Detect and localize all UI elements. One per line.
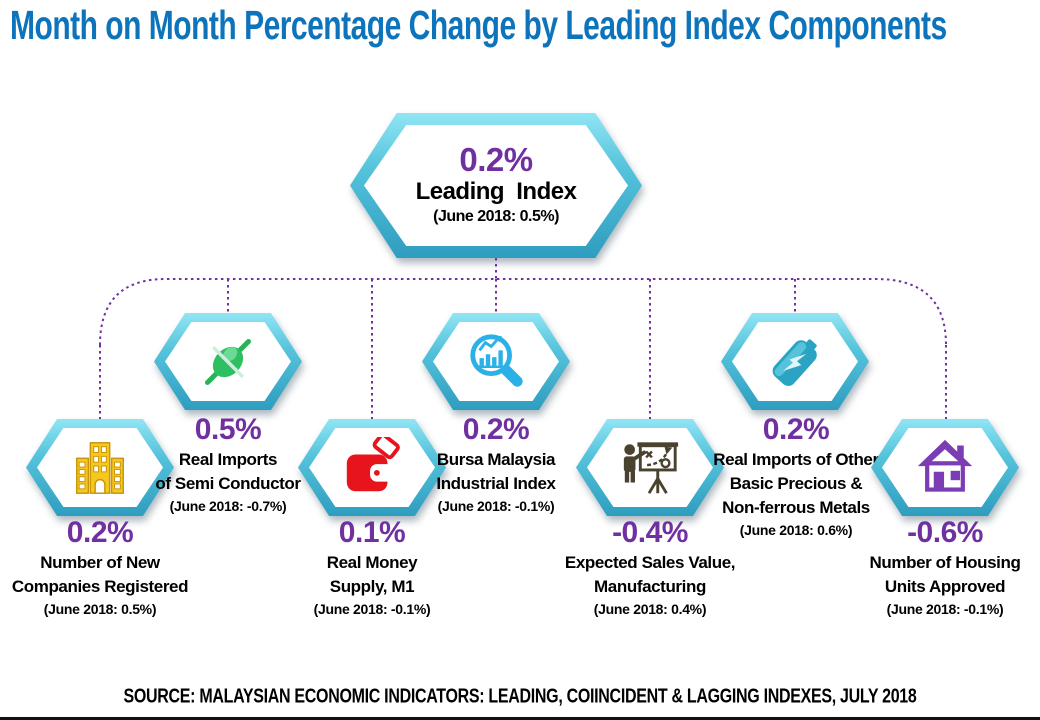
component-previous: (June 2018: -0.1%)	[313, 600, 431, 617]
name-line: Number of Housing	[869, 552, 1021, 572]
hexagon-body: 0.2% Leading Index (June 2018: 0.5%)	[364, 125, 628, 246]
component-previous: (June 2018: -0.1%)	[437, 497, 555, 514]
leading-index-hexagon: 0.2% Leading Index (June 2018: 0.5%)	[350, 113, 642, 258]
component-name: Expected Sales Value, Manufacturing	[544, 551, 756, 599]
presentation-board-icon	[623, 441, 679, 494]
component-semiconductor-imports: 0.5% Real Imports of Semi Conductor (Jun…	[122, 414, 334, 514]
hexagon-border	[154, 313, 302, 410]
component-metal-imports-hexagon	[721, 313, 869, 410]
hexagon-border	[422, 313, 570, 410]
component-name: Real Imports of Semi Conductor	[122, 448, 334, 496]
name-line: Basic Precious &	[729, 473, 863, 493]
component-value: -0.6%	[907, 516, 983, 549]
component-value: 0.1%	[338, 516, 406, 549]
name-line: Real Imports	[178, 449, 278, 469]
leading-index-label: Leading Index	[415, 178, 577, 206]
hexagon-body	[732, 322, 858, 401]
component-name: Number of New Companies Registered	[0, 551, 206, 599]
component-value: 0.5%	[194, 413, 262, 446]
component-name: Number of Housing Units Approved	[839, 551, 1040, 599]
component-name: Real Money Supply, M1	[266, 551, 478, 599]
wallet-icon	[346, 436, 400, 491]
name-line: Real Money	[326, 552, 418, 572]
magnifier-chart-icon	[470, 333, 523, 387]
component-value: 0.2%	[462, 413, 530, 446]
name-line: Number of New	[40, 552, 160, 572]
semiconductor-icon	[204, 338, 252, 385]
name-line: Units Approved	[884, 576, 1006, 596]
hexagon-body	[433, 322, 559, 401]
name-line: Supply, M1	[329, 576, 415, 596]
component-previous: (June 2018: 0.4%)	[593, 600, 707, 617]
battery-icon	[772, 338, 817, 386]
name-line: Non-ferrous Metals	[722, 497, 870, 517]
component-metal-imports: 0.2% Real Imports of Other Basic Preciou…	[687, 414, 905, 538]
hexagon-body	[882, 428, 1008, 507]
component-bursa-industrial-index: 0.2% Bursa Malaysia Industrial Index (Ju…	[390, 414, 602, 514]
house-icon	[917, 439, 973, 492]
component-housing-approvals-hexagon	[871, 419, 1019, 516]
hexagon-border	[298, 419, 446, 516]
component-expected-sales-hexagon	[576, 419, 724, 516]
component-previous: (June 2018: -0.1%)	[886, 600, 1004, 617]
component-previous: (June 2018: 0.6%)	[739, 521, 853, 538]
component-value: 0.2%	[762, 413, 830, 446]
leading-index-previous: (June 2018: 0.5%)	[433, 207, 559, 225]
component-value: 0.2%	[66, 516, 134, 549]
hexagon-border: 0.2% Leading Index (June 2018: 0.5%)	[350, 113, 642, 258]
buildings-icon	[76, 441, 124, 494]
hexagon-border	[721, 313, 869, 410]
component-value: -0.4%	[612, 516, 688, 549]
name-line: Real Imports of Other	[713, 449, 879, 469]
hexagon-body	[37, 428, 163, 507]
hexagon-body	[309, 428, 435, 507]
source-note: SOURCE: MALAYSIAN ECONOMIC INDICATORS: L…	[123, 686, 917, 708]
component-new-companies-hexagon	[26, 419, 174, 516]
component-housing-approvals: -0.6% Number of Housing Units Approved (…	[839, 517, 1040, 617]
component-expected-sales: -0.4% Expected Sales Value, Manufacturin…	[544, 517, 756, 617]
name-line: Industrial Index	[436, 473, 556, 493]
component-name: Real Imports of Other Basic Precious & N…	[687, 448, 905, 520]
leading-index-value: 0.2%	[459, 141, 533, 179]
component-new-companies: 0.2% Number of New Companies Registered …	[0, 517, 206, 617]
component-semiconductor-imports-hexagon	[154, 313, 302, 410]
bottom-divider	[0, 717, 1040, 720]
name-line: Companies Registered	[11, 576, 189, 596]
component-money-supply-hexagon	[298, 419, 446, 516]
name-line: Bursa Malaysia	[436, 449, 556, 469]
hexagon-body	[165, 322, 291, 401]
hexagon-border	[26, 419, 174, 516]
name-line: Manufacturing	[594, 576, 706, 596]
component-previous: (June 2018: -0.7%)	[169, 497, 287, 514]
hexagon-border	[576, 419, 724, 516]
component-bursa-industrial-index-hexagon	[422, 313, 570, 410]
name-line: of Semi Conductor	[155, 473, 301, 493]
hexagon-border	[871, 419, 1019, 516]
component-previous: (June 2018: 0.5%)	[43, 600, 157, 617]
page-title: Month on Month Percentage Change by Lead…	[10, 4, 947, 49]
name-line: Expected Sales Value,	[564, 552, 736, 572]
component-name: Bursa Malaysia Industrial Index	[390, 448, 602, 496]
hexagon-body	[587, 428, 713, 507]
component-money-supply: 0.1% Real Money Supply, M1 (June 2018: -…	[266, 517, 478, 617]
